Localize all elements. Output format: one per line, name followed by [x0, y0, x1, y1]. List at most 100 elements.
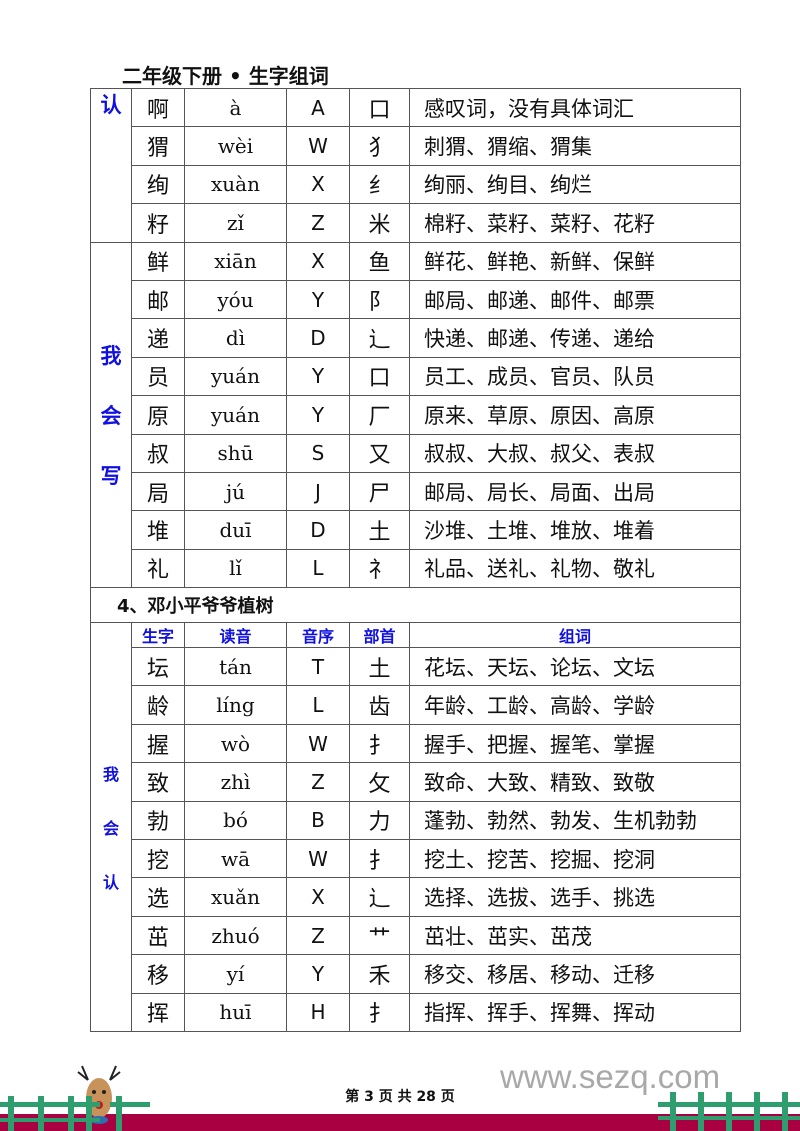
pinyin-cell: xuàn: [184, 164, 287, 205]
words-cell: 员工、成员、官员、队员: [409, 356, 741, 397]
table-row: 茁 zhuó Z 艹茁壮、茁实、茁茂: [91, 915, 741, 956]
radical-cell: 扌: [349, 839, 410, 879]
initial-cell: H: [286, 992, 350, 1032]
section-label-char: 会: [100, 402, 122, 428]
pinyin-cell: duī: [184, 510, 287, 550]
pinyin-cell: zǐ: [184, 203, 287, 243]
pinyin-cell: wò: [184, 723, 287, 764]
radical-cell: 厂: [349, 395, 410, 435]
words-cell: 沙堆、土堆、堆放、堆着: [409, 510, 741, 550]
words-cell: 原来、草原、原因、高原: [409, 395, 741, 435]
column-header: 生字: [131, 622, 185, 649]
radical-cell: 尸: [349, 471, 410, 512]
initial-cell: W: [286, 126, 350, 166]
radical-cell: 土: [349, 510, 410, 550]
initial-cell: X: [286, 164, 350, 205]
words-cell: 快递、邮递、传递、递给: [409, 318, 741, 358]
char-cell: 原: [131, 395, 185, 435]
table-row: 礼 lǐ L 礻礼品、送礼、礼物、敬礼: [91, 548, 741, 589]
char-cell: 致: [131, 762, 185, 802]
words-cell: 蓬勃、勃然、勃发、生机勃勃: [409, 800, 741, 841]
footer-bar: [0, 1114, 800, 1131]
initial-cell: Y: [286, 279, 350, 320]
pinyin-cell: líng: [184, 685, 287, 725]
words-cell: 棉籽、菜籽、菜籽、花籽: [409, 203, 741, 243]
table-row: 猬 wèi W 犭刺猬、猬缩、猬集: [91, 126, 741, 166]
pinyin-cell: lǐ: [184, 548, 287, 589]
initial-cell: Y: [286, 356, 350, 397]
radical-cell: 艹: [349, 915, 410, 956]
pinyin-cell: bó: [184, 800, 287, 841]
char-cell: 鲜: [131, 241, 185, 281]
table-row: 递 dì D 辶快递、邮递、传递、递给: [91, 318, 741, 358]
pinyin-cell: yuán: [184, 395, 287, 435]
initial-cell: T: [286, 647, 350, 687]
pinyin-cell: wèi: [184, 126, 287, 166]
section-label: 我会写: [90, 241, 132, 589]
initial-cell: J: [286, 471, 350, 512]
words-cell: 邮局、邮递、邮件、邮票: [409, 279, 741, 320]
char-cell: 啊: [131, 87, 185, 128]
pinyin-cell: tán: [184, 647, 287, 687]
words-cell: 花坛、天坛、论坛、文坛: [409, 647, 741, 687]
section-label: 我会认: [90, 622, 132, 1032]
radical-cell: 礻: [349, 548, 410, 589]
char-cell: 邮: [131, 279, 185, 320]
table-row: 勃 bó B 力蓬勃、勃然、勃发、生机勃勃: [91, 800, 741, 841]
words-cell: 邮局、局长、局面、出局: [409, 471, 741, 512]
column-header-row: 我会认生字 读音 音序 部首 组词: [90, 622, 741, 1032]
words-cell: 握手、把握、握笔、掌握: [409, 723, 741, 764]
table-row: 叔 shū S 又叔叔、大叔、叔父、表叔: [91, 433, 741, 473]
char-cell: 坛: [131, 647, 185, 687]
char-cell: 员: [131, 356, 185, 397]
section-label-char: 写: [100, 462, 122, 488]
radical-cell: 齿: [349, 685, 410, 725]
words-cell: 指挥、挥手、挥舞、挥动: [409, 992, 741, 1032]
table-row: 我会写鲜 xiān X 鱼鲜花、鲜艳、新鲜、保鲜: [90, 241, 741, 589]
radical-cell: 犭: [349, 126, 410, 166]
table-row: 原 yuán Y 厂原来、草原、原因、高原: [91, 395, 741, 435]
column-header: 部首: [349, 622, 410, 649]
initial-cell: W: [286, 723, 350, 764]
table-row: 致 zhì Z 攵致命、大致、精致、致敬: [91, 762, 741, 802]
reindeer-fence-decoration: [0, 1065, 150, 1131]
table-row: 握 wò W 扌握手、把握、握笔、掌握: [91, 723, 741, 764]
radical-cell: 力: [349, 800, 410, 841]
pinyin-cell: dì: [184, 318, 287, 358]
section-title: 4、邓小平爷爷植树: [90, 587, 741, 624]
watermark: www.sezq.com: [500, 1058, 721, 1095]
char-cell: 选: [131, 877, 185, 917]
initial-cell: Z: [286, 915, 350, 956]
table-row: 局 jú J 尸邮局、局长、局面、出局: [91, 471, 741, 512]
section-label: 认: [90, 88, 132, 243]
section-label-char: 我: [102, 765, 119, 785]
radical-cell: 扌: [349, 992, 410, 1032]
pinyin-cell: jú: [184, 471, 287, 512]
table-row: 员 yuán Y 口员工、成员、官员、队员: [91, 356, 741, 397]
pinyin-cell: zhuó: [184, 915, 287, 956]
vocab-table: 认啊 à A 口感叹词，没有具体词汇猬 wèi W 犭刺猬、猬缩、猬集绚 xuàn X 纟绚丽、绚…: [90, 87, 741, 1032]
pinyin-cell: zhì: [184, 762, 287, 802]
words-cell: 致命、大致、精致、致敬: [409, 762, 741, 802]
char-cell: 绚: [131, 164, 185, 205]
page-number: 第 3 页 共 28 页: [345, 1089, 455, 1105]
table-row: 龄 líng L 齿年龄、工龄、高龄、学龄: [91, 685, 741, 725]
words-cell: 选择、选拔、选手、挑选: [409, 877, 741, 917]
char-cell: 籽: [131, 203, 185, 243]
words-cell: 茁壮、茁实、茁茂: [409, 915, 741, 956]
pinyin-cell: à: [184, 87, 287, 128]
words-cell: 礼品、送礼、礼物、敬礼: [409, 548, 741, 589]
pinyin-cell: yí: [184, 954, 287, 994]
fence-decoration: [658, 1092, 800, 1131]
words-cell: 鲜花、鲜艳、新鲜、保鲜: [409, 241, 741, 281]
char-cell: 挥: [131, 992, 185, 1032]
radical-cell: 扌: [349, 723, 410, 764]
char-cell: 叔: [131, 433, 185, 473]
radical-cell: 纟: [349, 164, 410, 205]
page-title: 二年级下册 • 生字组词: [122, 64, 329, 88]
words-cell: 叔叔、大叔、叔父、表叔: [409, 433, 741, 473]
radical-cell: 辶: [349, 318, 410, 358]
radical-cell: 口: [349, 356, 410, 397]
words-cell: 挖土、挖苦、挖掘、挖洞: [409, 839, 741, 879]
radical-cell: 土: [349, 647, 410, 687]
